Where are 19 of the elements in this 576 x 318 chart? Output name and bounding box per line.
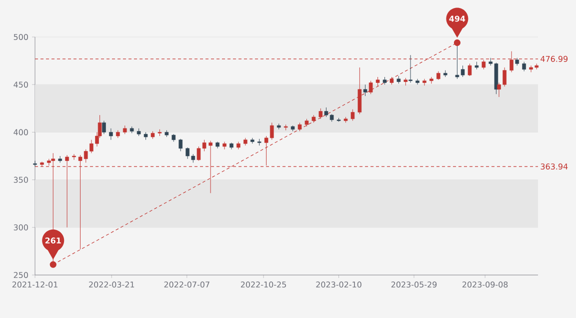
candlestick [33, 160, 37, 167]
candlestick [368, 80, 373, 94]
candlestick [358, 67, 362, 114]
candlestick [72, 154, 76, 160]
candlestick [376, 76, 380, 87]
candlestick [222, 141, 226, 150]
candlestick [350, 109, 355, 122]
candlestick [468, 63, 472, 76]
candlestick [408, 54, 412, 83]
candlestick [109, 128, 113, 140]
candlestick [522, 62, 526, 72]
candlestick [102, 120, 106, 134]
candlestick [482, 60, 486, 70]
candlestick [178, 138, 182, 152]
candlestick [363, 84, 368, 96]
candlestick [422, 78, 426, 86]
candlestick [318, 108, 323, 120]
candlestick [416, 78, 420, 85]
candlestick [236, 141, 240, 150]
